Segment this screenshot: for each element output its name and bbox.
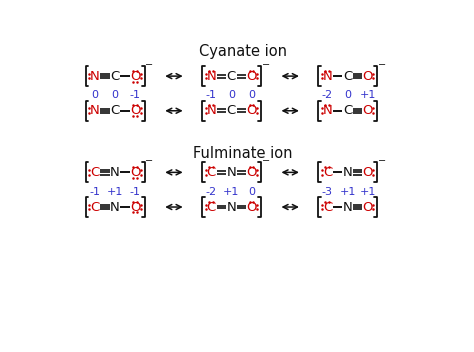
Text: N: N	[110, 201, 120, 214]
Text: O: O	[246, 70, 257, 83]
Text: -3: -3	[322, 187, 333, 197]
Text: N: N	[322, 70, 332, 83]
Text: O: O	[363, 166, 373, 179]
Text: O: O	[246, 166, 257, 179]
Text: C: C	[90, 201, 100, 214]
Text: 0: 0	[91, 90, 99, 100]
Text: -2: -2	[206, 187, 217, 197]
Text: +1: +1	[359, 90, 376, 100]
Text: C: C	[323, 166, 332, 179]
Text: −: −	[262, 157, 270, 166]
Text: N: N	[206, 70, 216, 83]
Text: O: O	[246, 201, 257, 214]
Text: -1: -1	[90, 187, 100, 197]
Text: N: N	[227, 166, 236, 179]
Text: C: C	[323, 201, 332, 214]
Text: N: N	[227, 201, 236, 214]
Text: 0: 0	[111, 90, 118, 100]
Text: +1: +1	[339, 187, 356, 197]
Text: N: N	[90, 104, 100, 117]
Text: C: C	[207, 166, 216, 179]
Text: N: N	[343, 201, 353, 214]
Text: +1: +1	[223, 187, 239, 197]
Text: N: N	[110, 166, 120, 179]
Text: C: C	[207, 201, 216, 214]
Text: N: N	[206, 104, 216, 117]
Text: N: N	[343, 166, 353, 179]
Text: C: C	[110, 70, 119, 83]
Text: O: O	[363, 201, 373, 214]
Text: -1: -1	[130, 90, 141, 100]
Text: O: O	[130, 104, 140, 117]
Text: C: C	[343, 70, 352, 83]
Text: O: O	[130, 70, 140, 83]
Text: Fulminate ion: Fulminate ion	[193, 146, 292, 161]
Text: O: O	[363, 104, 373, 117]
Text: -1: -1	[130, 187, 141, 197]
Text: −: −	[378, 157, 386, 166]
Text: O: O	[130, 166, 140, 179]
Text: 0: 0	[248, 187, 255, 197]
Text: C: C	[227, 70, 236, 83]
Text: −: −	[378, 61, 386, 70]
Text: 0: 0	[228, 90, 235, 100]
Text: O: O	[246, 104, 257, 117]
Text: C: C	[90, 166, 100, 179]
Text: N: N	[90, 70, 100, 83]
Text: C: C	[343, 104, 352, 117]
Text: O: O	[130, 201, 140, 214]
Text: 0: 0	[248, 90, 255, 100]
Text: −: −	[145, 61, 154, 70]
Text: O: O	[363, 70, 373, 83]
Text: 0: 0	[344, 90, 351, 100]
Text: Cyanate ion: Cyanate ion	[199, 44, 287, 59]
Text: −: −	[262, 61, 270, 70]
Text: −: −	[145, 157, 154, 166]
Text: +1: +1	[359, 187, 376, 197]
Text: -2: -2	[322, 90, 333, 100]
Text: N: N	[322, 104, 332, 117]
Text: C: C	[110, 104, 119, 117]
Text: C: C	[227, 104, 236, 117]
Text: -1: -1	[206, 90, 217, 100]
Text: +1: +1	[107, 187, 123, 197]
